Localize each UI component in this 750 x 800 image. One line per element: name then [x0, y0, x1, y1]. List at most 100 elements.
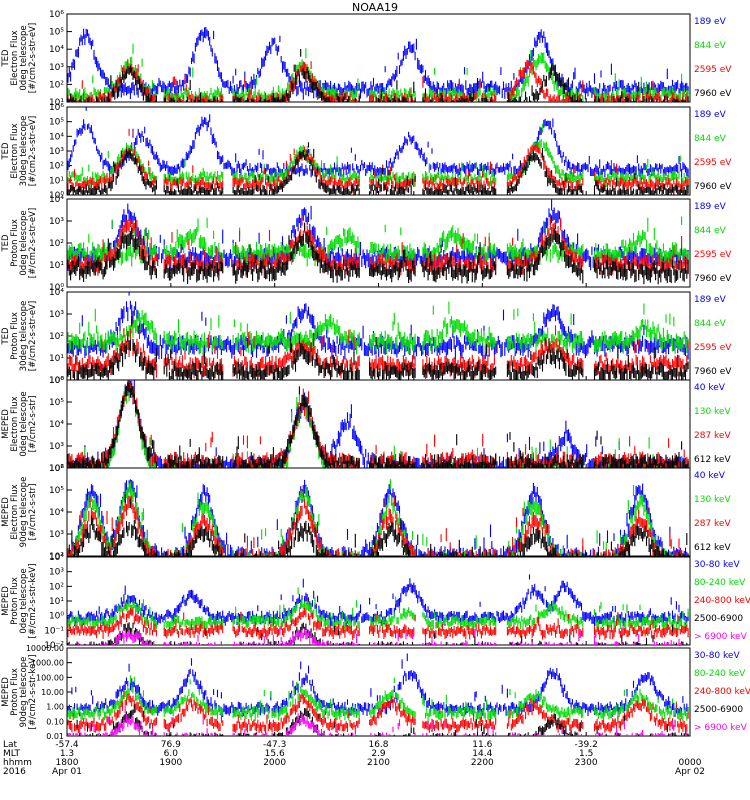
- panel-3-ytick-label: 10¹: [49, 261, 64, 271]
- panel-8-ytick-label: 1.00: [46, 703, 64, 712]
- panel-2-ytick-label: 10²: [49, 162, 64, 172]
- panel-5-ytick-label: 10⁶: [49, 376, 64, 386]
- panel-6-legend-red: 287 keV: [694, 519, 731, 529]
- panel-7-ylabel-line: 0deg telescope: [19, 568, 29, 633]
- panel-1-ytick-label: 10⁶: [49, 10, 64, 20]
- panel-4-ylabel-line: 30deg telescope: [19, 301, 29, 372]
- panel-2-ylabel-line: 30deg telescope: [19, 116, 29, 187]
- panel-4-ylabel-line: Proton Flux: [10, 312, 20, 360]
- panel-1-legend-green: 844 eV: [694, 41, 727, 51]
- panel-3-ylabel: TED Proton Flux 0deg telescope [#/cm2-s-str…: [1, 208, 38, 278]
- panel-3-legend-red: 2595 eV: [694, 250, 732, 260]
- panel-3-series-black: [67, 215, 689, 285]
- panel-3-ytick-label: 10⁴: [49, 195, 64, 205]
- xaxis-tick-label: 14.4: [472, 749, 492, 759]
- panel-7-ylabel-line: [#/cm2-s-str-keV]: [28, 564, 38, 639]
- panel-5-ylabel: MEPED Electron Flux 0deg telescope [#/cm2-s…: [1, 391, 38, 456]
- panel-7-ylabel-line: Proton Flux: [10, 577, 20, 625]
- panel-7-ytick-label: 10⁰: [49, 612, 64, 622]
- panel-1-ytick-label: 10²: [49, 80, 64, 90]
- panel-1-series-black: [67, 49, 689, 102]
- panel-1-ylabel-line: [#/cm2-s-str-eV]: [28, 23, 38, 93]
- xaxis-tick-label: 1.3: [60, 749, 74, 759]
- panel-5-series-black: [67, 380, 689, 468]
- panel-5-frame: [66, 379, 691, 469]
- panel-7-ytick-label: 10⁴: [49, 553, 64, 563]
- panel-4-legend-green: 844 eV: [694, 319, 727, 329]
- panel-4-series-red: [67, 315, 689, 380]
- panel-4-ytick-label: 10²: [49, 332, 64, 342]
- xaxis-tick-label: -39.2: [575, 740, 598, 750]
- panel-1-ylabel-line: 0deg telescope: [19, 25, 29, 90]
- panel-4-ytick-label: 10⁰: [49, 376, 64, 386]
- panel-7-series-green: [67, 587, 689, 632]
- xaxis-tick-label: -47.3: [263, 740, 286, 750]
- panel-3-series-red: [67, 213, 689, 278]
- panel-7-ytick-label: 10¹: [49, 597, 64, 607]
- panel-1-series-blue: [67, 27, 689, 100]
- panel-8-series-blue: [67, 653, 689, 718]
- panel-6-ytick-label: 10⁵: [49, 486, 64, 496]
- panel-3-series-blue: [67, 199, 689, 271]
- panel-1-ytick-label: 10¹: [49, 98, 64, 108]
- panel-8-series-green: [67, 675, 689, 723]
- panel-2-ytick-label: 10¹: [49, 176, 64, 186]
- panel-6-legend-blue: 40 keV: [694, 471, 726, 481]
- panel-7-legend-blue: 30-80 keV: [694, 560, 740, 570]
- panel-6-legend-black: 612 keV: [694, 543, 731, 553]
- panel-8-legend-red: 240-800 keV: [694, 687, 750, 697]
- panel-2-legend-red: 2595 eV: [694, 158, 732, 168]
- xaxis-row-label: Lat: [3, 740, 18, 750]
- panel-5-ytick-label: 10⁴: [49, 420, 64, 430]
- panel-3-ytick-label: 10²: [49, 239, 64, 249]
- panel-2-ytick-label: 10⁵: [49, 118, 64, 128]
- panel-3-legend-green: 844 eV: [694, 226, 727, 236]
- panel-5-ytick-label: 10³: [49, 442, 64, 452]
- xaxis-tick-label: 16.8: [368, 740, 388, 750]
- panel-8-ytick-label: 10.00: [41, 688, 64, 697]
- panel-5-ytick-label: 10⁵: [49, 398, 64, 408]
- panel-8-ylabel-line: 90deg telescope: [19, 657, 29, 728]
- panel-8-ytick-label: 0.01: [46, 732, 64, 741]
- panel-1-ytick-label: 10³: [49, 63, 64, 73]
- panel-6-series-black: [67, 494, 689, 556]
- panel-7-legend-red: 240-800 keV: [694, 596, 750, 606]
- panel-1-series-red: [67, 59, 689, 102]
- chart-title: NOAA19: [351, 1, 399, 14]
- panel-1-legend-red: 2595 eV: [694, 65, 732, 75]
- panel-2-ytick-label: 10⁴: [49, 132, 64, 142]
- panel-8-legend-black: 2500-6900: [694, 705, 743, 715]
- panel-2-ylabel-line: Electron Flux: [10, 123, 20, 178]
- panel-1-ylabel-line: TED: [1, 49, 11, 68]
- panel-3-ylabel-line: 0deg telescope: [19, 210, 29, 275]
- panel-2-series-red: [67, 128, 689, 194]
- xaxis-tick-label: Apr 02: [675, 767, 705, 777]
- panel-6-ylabel-line: [#/cm2-s-str]: [28, 484, 38, 541]
- panel-3-legend-black: 7960 eV: [694, 274, 732, 284]
- panel-5-ylabel-line: [#/cm2-s-str]: [28, 396, 38, 453]
- xaxis-row-label: MLT: [3, 749, 21, 759]
- panel-4-series-blue: [67, 292, 689, 360]
- panel-4-legend-black: 7960 eV: [694, 367, 732, 377]
- panel-5-ylabel-line: 0deg telescope: [19, 391, 29, 456]
- panel-5-series-red: [67, 380, 689, 468]
- panel-7-series-blue: [67, 574, 689, 627]
- panel-1-ylabel-line: Electron Flux: [10, 30, 20, 85]
- panel-5-legend-blue: 40 keV: [694, 383, 726, 393]
- panel-6-ytick-label: 10⁶: [49, 464, 64, 474]
- panel-5-ytick-label: 10²: [49, 464, 64, 474]
- panel-4-ytick-label: 10¹: [49, 354, 64, 364]
- xaxis-tick-label: 1800: [56, 758, 79, 768]
- panel-6-ytick-label: 10⁴: [49, 508, 64, 518]
- panel-8-ylabel: MEPED Proton Flux 90deg telescope [#/cm2-s-…: [1, 655, 38, 730]
- panel-2-ytick-label: 10⁰: [49, 191, 64, 201]
- panel-6-ylabel-line: MEPED: [1, 497, 11, 527]
- panel-8-ytick-label: 1000.00: [31, 659, 64, 668]
- panel-1-ytick-label: 10⁵: [49, 28, 64, 38]
- panel-2-series-black: [67, 142, 689, 195]
- panel-5-ylabel-line: Electron Flux: [10, 396, 20, 451]
- xaxis-tick-label: 1900: [159, 758, 182, 768]
- panel-6-ytick-label: 10²: [49, 552, 64, 562]
- panel-7-ytick-label: 10³: [49, 568, 64, 578]
- panel-6-series-blue: [67, 479, 689, 556]
